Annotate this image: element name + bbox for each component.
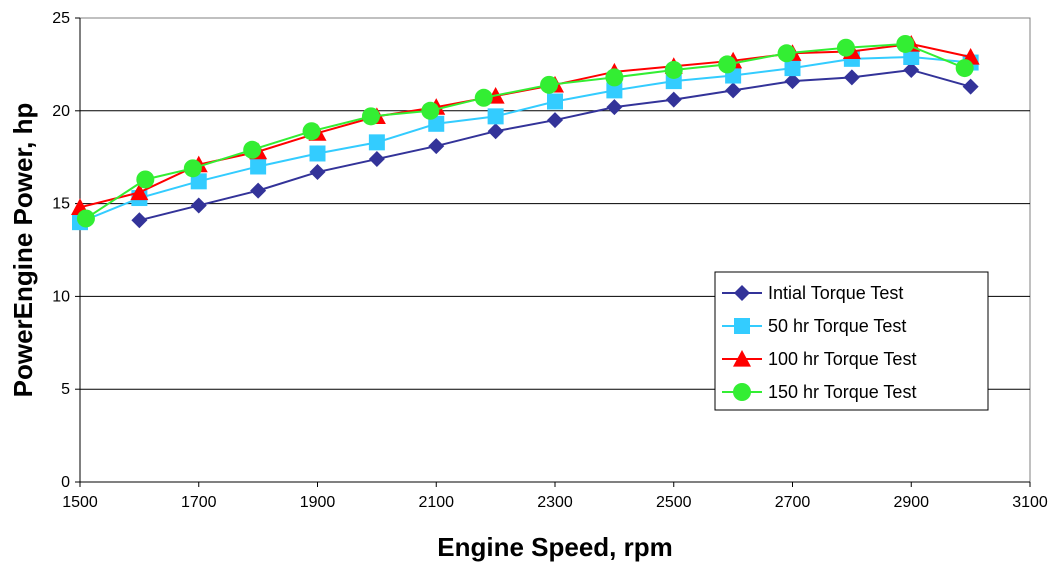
circle-marker — [896, 34, 915, 53]
circle-marker — [605, 68, 624, 87]
y-tick-label: 25 — [52, 10, 70, 27]
legend-box — [714, 271, 989, 411]
y-tick-label: 20 — [52, 103, 70, 120]
y-tick-label: 0 — [61, 474, 70, 491]
axes: 0 5 10 15 20 25 1500 1700 1900 2100 2300 2500 2700 29… — [52, 10, 1048, 511]
x-tick-label: 2900 — [893, 494, 929, 511]
legend: Intial Torque Test 50 hr Torque Test 100 h… — [714, 271, 989, 411]
diamond-marker — [547, 112, 563, 129]
square-marker — [606, 82, 623, 99]
diamond-marker — [734, 285, 750, 301]
x-tick-label: 2700 — [775, 494, 811, 511]
square-marker — [368, 134, 385, 151]
series-line — [79, 55, 971, 224]
series-4 — [76, 34, 974, 228]
square-marker — [547, 93, 563, 110]
diamond-marker — [725, 82, 742, 99]
y-tick-label: 15 — [52, 196, 70, 213]
square-marker — [903, 48, 920, 65]
diamond-marker — [190, 197, 207, 214]
diamond-marker — [250, 182, 267, 199]
series-layer — [71, 34, 980, 231]
circle-marker — [836, 38, 855, 57]
diamond-marker — [962, 78, 979, 95]
circle-marker — [243, 140, 262, 159]
diamond-marker — [309, 164, 326, 181]
series-line — [85, 42, 966, 220]
triangle-marker — [130, 183, 149, 201]
square-marker — [784, 60, 801, 77]
legend-label: 150 hr Torque Test — [768, 382, 916, 402]
x-tick-label: 3100 — [1012, 494, 1048, 511]
circle-marker — [955, 59, 974, 78]
y-axis-title: PowerEngine Power, hp — [8, 103, 38, 398]
series-1 — [131, 61, 979, 229]
x-tick-label: 1900 — [300, 494, 336, 511]
triangle-marker — [733, 350, 751, 367]
circle-marker — [183, 159, 202, 178]
square-marker — [309, 145, 326, 162]
legend-entry: 150 hr Torque Test — [722, 382, 916, 402]
circle-marker — [302, 122, 321, 141]
square-marker — [190, 173, 207, 190]
circle-marker — [664, 60, 683, 79]
legend-label: Intial Torque Test — [768, 283, 903, 303]
circle-marker — [733, 383, 751, 401]
circle-marker — [718, 55, 737, 74]
diamond-marker — [903, 61, 920, 78]
x-tick-label: 2100 — [418, 494, 454, 511]
x-axis-title: Engine Speed, rpm — [437, 532, 673, 562]
circle-marker — [474, 88, 493, 107]
diamond-marker — [606, 99, 623, 116]
x-tick-label: 1700 — [181, 494, 217, 511]
diamond-marker — [843, 69, 860, 86]
diamond-marker — [131, 212, 148, 229]
x-tick-label: 1500 — [62, 494, 98, 511]
square-marker — [734, 318, 750, 334]
circle-marker — [540, 75, 559, 94]
diamond-marker — [428, 138, 445, 155]
legend-label: 50 hr Torque Test — [768, 316, 906, 336]
x-tick-label: 2500 — [656, 494, 692, 511]
legend-label: 100 hr Torque Test — [768, 349, 916, 369]
square-marker — [487, 108, 504, 125]
diamond-marker — [665, 91, 682, 108]
legend-entry: Intial Torque Test — [722, 283, 903, 303]
diamond-marker — [784, 73, 801, 90]
circle-marker — [361, 107, 380, 126]
x-tick-label: 2300 — [537, 494, 573, 511]
y-tick-label: 5 — [61, 381, 70, 398]
y-tick-label: 10 — [52, 288, 70, 305]
circle-marker — [136, 170, 155, 189]
square-marker — [428, 115, 445, 132]
circle-marker — [777, 44, 796, 63]
square-marker — [250, 158, 267, 175]
circle-marker — [76, 209, 95, 228]
legend-entry: 50 hr Torque Test — [722, 316, 906, 336]
diamond-marker — [368, 151, 385, 168]
diamond-marker — [487, 123, 504, 140]
circle-marker — [421, 101, 440, 120]
legend-entry: 100 hr Torque Test — [722, 349, 916, 369]
